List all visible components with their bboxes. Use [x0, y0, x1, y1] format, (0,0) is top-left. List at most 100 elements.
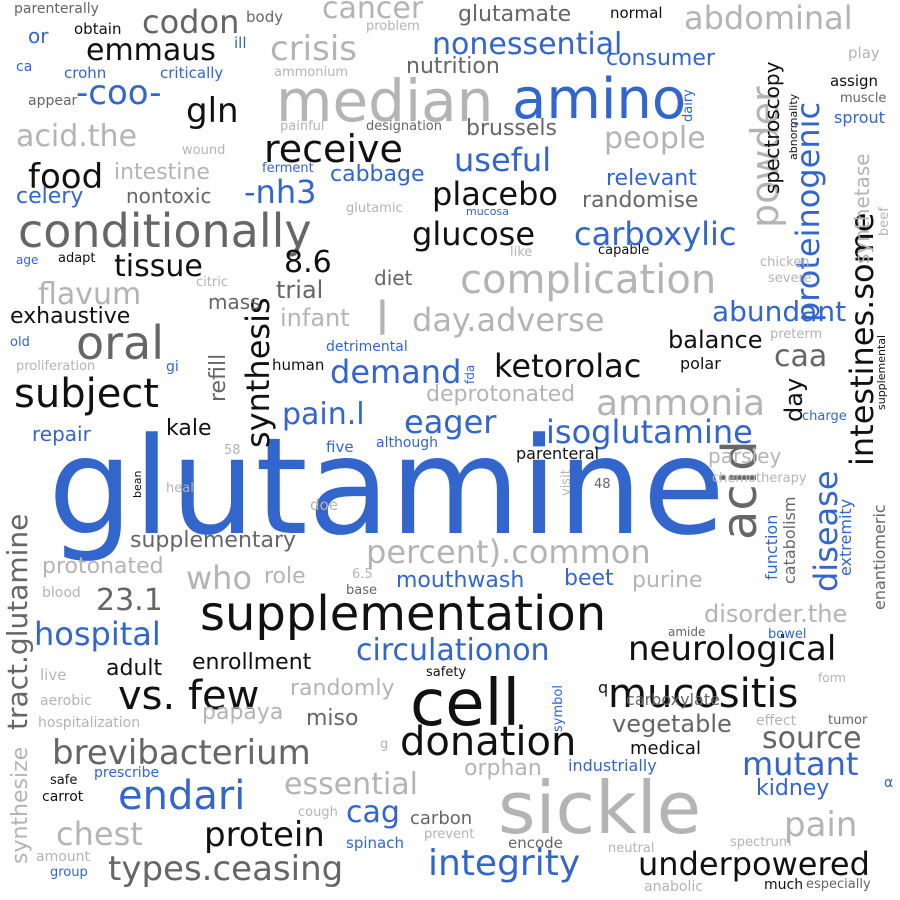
word-protonated: protonated [42, 554, 164, 579]
word-cancer: cancer [322, 0, 424, 26]
word-demand: demand [330, 353, 462, 391]
word-emmaus: emmaus [86, 33, 216, 68]
word-crisis: crisis [270, 29, 357, 69]
word-aerobic: aerobic [40, 693, 92, 709]
word-like: like [510, 245, 533, 260]
word-carbon: carbon [410, 808, 473, 829]
word-medical: medical [630, 738, 701, 759]
word-food: food [28, 157, 104, 197]
word-eager: eager [404, 403, 497, 441]
word-blood: blood [42, 585, 81, 601]
word-beef: beef [877, 207, 892, 236]
word-supplemental: supplemental [875, 334, 888, 410]
word-group: group [50, 865, 88, 880]
word-enrollment: enrollment [192, 650, 312, 675]
word-capable: capable [598, 243, 650, 258]
word-consumer: consumer [606, 46, 715, 71]
word-carboxylate: carboxylate [626, 690, 720, 709]
word-ketorolac: ketorolac [494, 347, 642, 385]
word-sickle: sickle [498, 766, 702, 850]
word-proliferation: proliferation [16, 359, 96, 374]
word-vegetable: vegetable [612, 710, 732, 738]
word-celery: celery [16, 184, 84, 209]
word-or: or [28, 24, 49, 48]
word-sprout: sprout [834, 108, 885, 127]
word-dairy: dairy [681, 89, 696, 122]
word-ca: ca [16, 59, 33, 75]
word-23-1: 23.1 [96, 583, 163, 618]
word-endari: endari [118, 773, 246, 819]
word-trial: trial [276, 276, 324, 304]
word-48: 48 [594, 477, 611, 492]
word-diet: diet [374, 266, 413, 290]
word-oral: oral [76, 316, 165, 370]
word-body: body [246, 8, 284, 26]
word-mucosa: mucosa [466, 205, 509, 218]
word-adapt: adapt [58, 251, 96, 266]
word-supplementary: supplementary [130, 528, 297, 553]
word-day-adverse: day.adverse [412, 301, 605, 339]
word-coo: -coo- [76, 73, 162, 113]
word-hospital: hospital [34, 615, 161, 653]
word-old: old [10, 335, 30, 350]
word-glutamic: glutamic [346, 201, 403, 216]
word-complication: complication [460, 257, 717, 303]
word-synthetase: synthetase [850, 153, 874, 264]
word-randomly: randomly [290, 676, 395, 701]
word-obtain: obtain [74, 20, 122, 38]
word-isoglutamine: isoglutamine [546, 413, 753, 451]
word-abdominal: abdominal [684, 0, 853, 37]
word-miso: miso [306, 706, 359, 731]
word-parenteral: parenteral [516, 444, 600, 463]
word-codon: codon [142, 3, 240, 41]
word-tissue: tissue [114, 249, 203, 284]
word-mass: mass [208, 290, 261, 314]
word-placebo: placebo [432, 175, 558, 213]
word-refill: refill [206, 353, 231, 402]
word-kidney: kidney [756, 776, 830, 801]
word-although: although [376, 435, 439, 451]
word-heal: heal [166, 481, 194, 496]
word-percent-common: percent).common [366, 533, 651, 571]
word-neurological: neurological [628, 629, 837, 669]
word-cough: cough [298, 805, 338, 820]
word-human: human [272, 356, 325, 374]
word-tract-glutamine: tract.glutamine [1, 513, 34, 730]
word-catabolism: catabolism [780, 496, 799, 584]
word-intestine: intestine [114, 160, 210, 185]
word-caa: caa [774, 339, 828, 374]
word-visit: visit [559, 469, 574, 496]
word-industrially: industrially [568, 756, 657, 775]
word-cabbage: cabbage [330, 162, 425, 187]
word-tumor: tumor [828, 713, 868, 728]
word-underpowered: underpowered [638, 845, 870, 883]
word-adult: adult [106, 656, 163, 681]
word-median: median [276, 67, 494, 135]
word-detrimental: detrimental [326, 339, 408, 355]
word-carboxylic: carboxylic [574, 215, 737, 253]
word-wound: wound [182, 143, 226, 158]
word-form: form [818, 671, 846, 685]
word-who: who [186, 559, 253, 597]
word-neutral: neutral [608, 841, 655, 856]
word-mutant: mutant [742, 745, 859, 783]
word-much: much [764, 877, 804, 893]
word-live: live [40, 666, 67, 684]
word-amino: amino [512, 67, 687, 132]
word-brevibacterium: brevibacterium [52, 733, 311, 773]
word-cell: cell [410, 667, 521, 741]
word-glucose: glucose [412, 215, 536, 253]
word-receive: receive [264, 127, 403, 171]
word-ammonium: ammonium [274, 65, 349, 80]
word-types-ceasing: types.ceasing [108, 849, 344, 889]
word-ill: ill [234, 34, 247, 52]
word-function: function [762, 514, 781, 580]
word-nontoxic: nontoxic [126, 184, 212, 208]
word-mucositis: mucositis [608, 671, 799, 717]
word-ammonia: ammonia [596, 383, 766, 424]
word-critically: critically [160, 64, 224, 82]
word-donation: donation [400, 719, 577, 765]
word-essential: essential [284, 767, 419, 802]
word-pain-l: pain.l [282, 397, 365, 432]
